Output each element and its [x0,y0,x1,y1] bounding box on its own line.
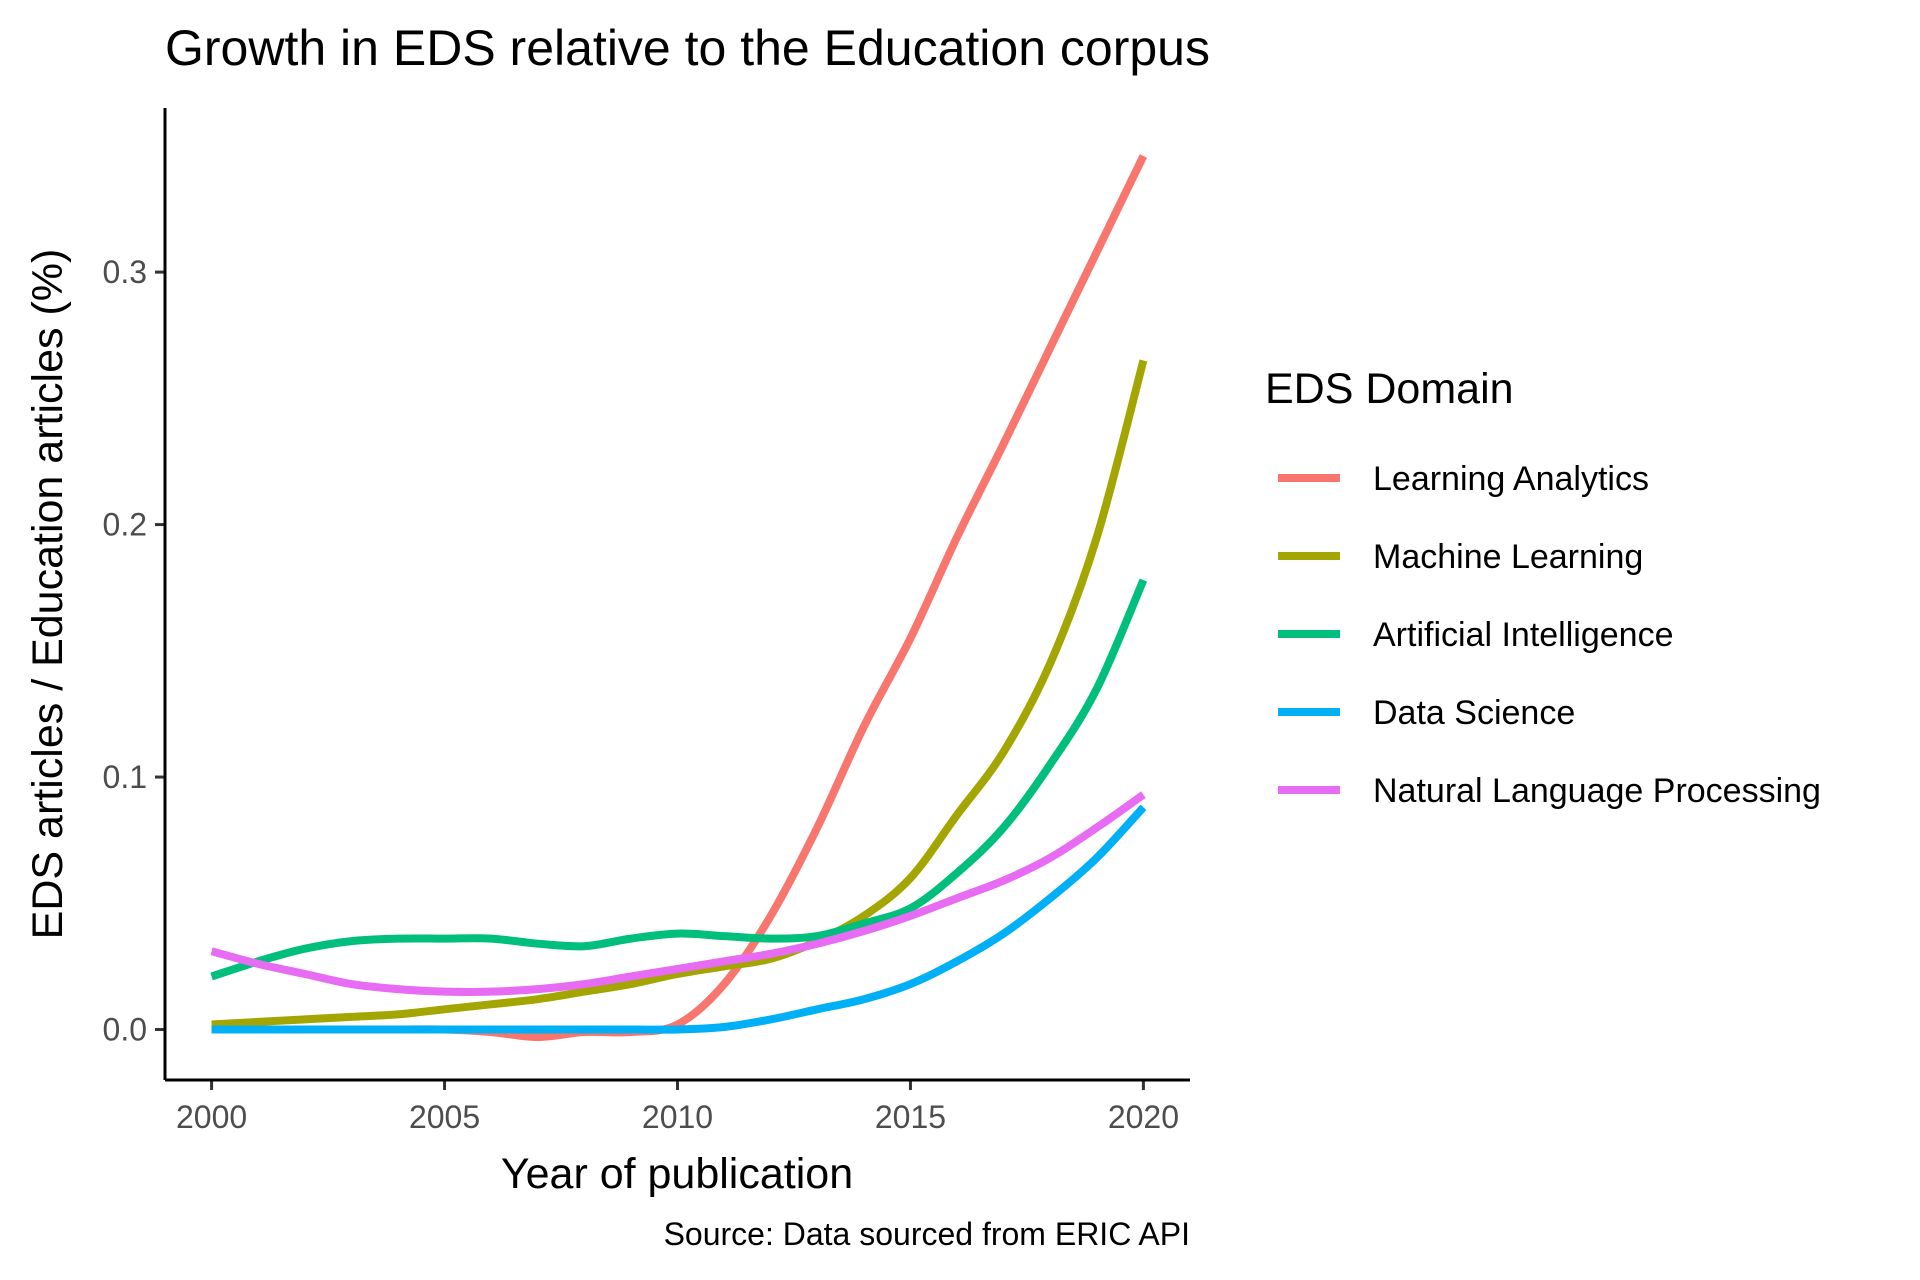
chart-caption: Source: Data sourced from ERIC API [664,1216,1190,1252]
series-line-artificial-intelligence [210,578,1148,981]
x-axis-ticks: 2000 2005 2010 2015 2020 [176,1080,1179,1135]
legend-label: Artificial Intelligence [1373,616,1673,654]
y-tick-label: 0.0 [103,1012,147,1048]
chart-title: Growth in EDS relative to the Education … [165,20,1210,76]
legend-item-data-science: Data Science [1278,694,1575,732]
series-lines [210,154,1148,1042]
legend-items: Learning Analytics Machine Learning Artifi… [1278,460,1821,810]
legend-label: Data Science [1373,694,1575,732]
x-tick-label: 2015 [875,1099,946,1135]
legend-label: Machine Learning [1373,538,1643,576]
y-tick-label: 0.1 [103,759,147,795]
y-tick-label: 0.3 [103,254,147,290]
legend-label: Learning Analytics [1373,460,1649,498]
y-tick-label: 0.2 [103,507,147,543]
series-line-learning-analytics [211,154,1147,1042]
legend-title: EDS Domain [1265,365,1514,413]
legend-item-learning-analytics: Learning Analytics [1278,460,1649,498]
legend-label: Natural Language Processing [1373,772,1821,810]
series-line-machine-learning [211,359,1148,1029]
x-tick-label: 2005 [409,1099,480,1135]
y-axis-title: EDS articles / Education articles (%) [24,249,72,940]
series-line-data-science [211,804,1147,1034]
x-tick-label: 2020 [1108,1099,1179,1135]
plot-area: 0.0 0.1 0.2 0.3 2000 2005 2010 2015 2020 [103,108,1190,1135]
legend-item-machine-learning: Machine Learning [1278,538,1643,576]
legend: EDS Domain Learning Analytics Machine Lea… [1265,365,1821,810]
legend-item-natural-language-processing: Natural Language Processing [1278,772,1821,810]
y-axis-ticks: 0.0 0.1 0.2 0.3 [103,254,165,1048]
series-line-natural-language-processing [210,791,1146,996]
legend-item-artificial-intelligence: Artificial Intelligence [1278,616,1673,654]
x-axis-title: Year of publication [501,1150,853,1198]
x-tick-label: 2010 [642,1099,713,1135]
x-tick-label: 2000 [176,1099,247,1135]
